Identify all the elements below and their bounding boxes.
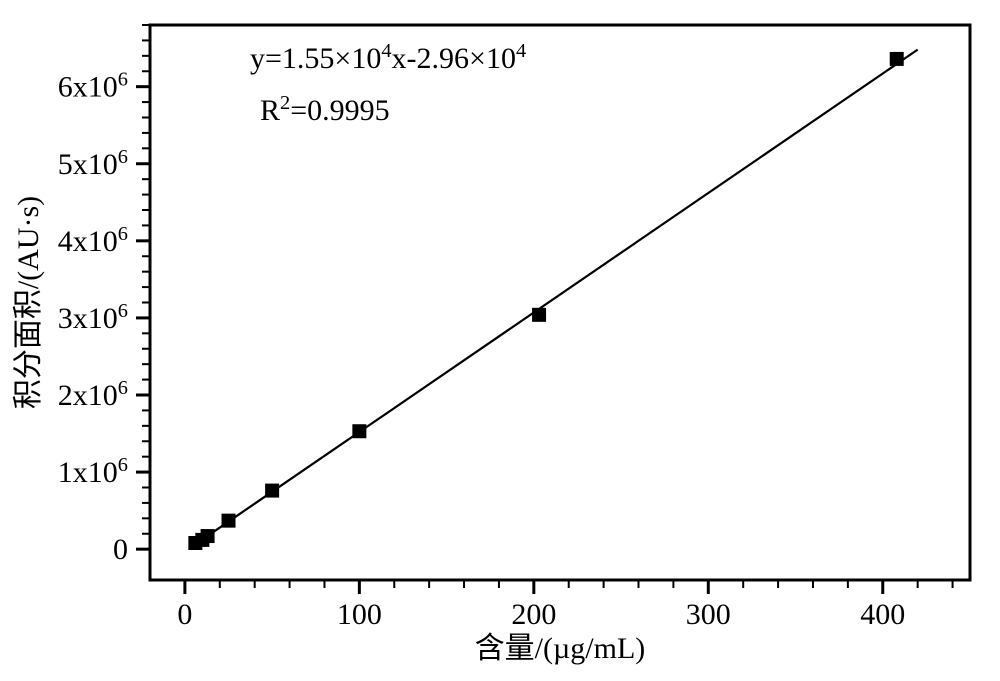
chart-svg: 0 100 200 300 400 0 1x106 2x106 3x106 4x106 5x106 6… — [0, 0, 1000, 681]
y-tick-label: 5x106 — [58, 146, 128, 181]
data-point — [352, 424, 366, 438]
y-tick-label: 6x106 — [58, 69, 128, 104]
y-tick-label: 1x106 — [58, 454, 128, 489]
y-tick-label: 4x106 — [58, 223, 128, 258]
data-point — [890, 52, 904, 66]
data-point — [201, 529, 215, 543]
y-axis-label: 积分面积/(AU·s) — [12, 196, 45, 409]
x-tick-label: 100 — [337, 598, 382, 631]
equation-annotation: y=1.55×104x-2.96×104 — [250, 40, 526, 75]
x-tick-label: 300 — [686, 598, 731, 631]
x-tick-label: 0 — [177, 598, 192, 631]
y-tick-label: 0 — [113, 533, 128, 566]
data-point — [265, 484, 279, 498]
r-squared-annotation: R2=0.9995 — [260, 92, 390, 127]
y-tick-label: 3x106 — [58, 300, 128, 335]
data-point — [532, 308, 546, 322]
calibration-chart: 0 100 200 300 400 0 1x106 2x106 3x106 4x106 5x106 6… — [0, 0, 1000, 681]
x-tick-label: 200 — [511, 598, 556, 631]
data-point — [222, 514, 236, 528]
y-tick-label: 2x106 — [58, 377, 128, 412]
x-axis-label: 含量/(µg/mL) — [475, 632, 646, 665]
x-tick-label: 400 — [860, 598, 905, 631]
